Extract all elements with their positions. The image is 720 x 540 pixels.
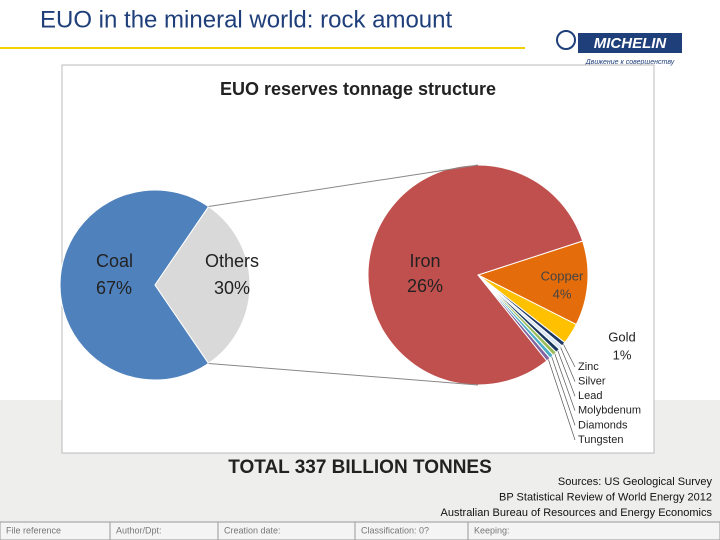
source-line: Sources: US Geological Survey	[558, 476, 713, 488]
footer-cell: Creation date:	[224, 525, 281, 535]
slice-label: Lead	[578, 390, 602, 402]
leader-line	[557, 350, 576, 397]
footer-cell: File reference	[6, 525, 61, 535]
slice-label: Copper	[541, 268, 584, 283]
leader-line	[551, 356, 576, 426]
slice-label: Molybdenum	[578, 405, 641, 417]
slice-value-label: 4%	[553, 287, 572, 302]
total: TOTAL 337 BILLION TONNES	[228, 457, 492, 478]
slice-value-label: 30%	[214, 278, 250, 298]
leader-line	[554, 353, 576, 411]
footer-cell: Author/Dpt:	[116, 525, 162, 535]
chart-title: EUO reserves tonnage structure	[220, 79, 496, 99]
slide-title: EUO in the mineral world: rock amount	[40, 6, 452, 33]
pie-slice	[154, 205, 251, 365]
footer-cell: Classification: 0?	[361, 525, 429, 535]
source-line: BP Statistical Review of World Energy 20…	[499, 491, 712, 503]
leader-line	[563, 344, 576, 368]
connector	[208, 164, 479, 208]
slice-label: Iron	[409, 251, 440, 271]
pie-slice	[59, 189, 210, 381]
tagline: Движение к совершенству	[585, 59, 675, 66]
slice-label: Coal	[96, 251, 133, 271]
slice-label: Silver	[578, 376, 606, 388]
slice-label: Diamonds	[578, 419, 628, 431]
slice-value-label: 26%	[407, 276, 443, 296]
leader-line	[560, 347, 576, 382]
slice-label: Tungsten	[578, 434, 623, 446]
footer-cell: Keeping:	[474, 525, 510, 535]
slice-value-label: 67%	[96, 278, 132, 298]
slice-label: Zinc	[578, 361, 599, 373]
pie-slice	[476, 240, 589, 326]
logo-icon	[556, 30, 576, 50]
source-line: Australian Bureau of Resources and Energ…	[441, 507, 713, 519]
footer-bar	[0, 521, 720, 540]
slice-label: Others	[205, 251, 259, 271]
logo-box	[578, 33, 682, 53]
slice-value-label: 1%	[613, 348, 632, 363]
slice-label: Gold	[608, 329, 635, 344]
leader-line	[548, 359, 576, 441]
connector	[208, 362, 479, 386]
logo: MICHELIN	[594, 35, 668, 52]
